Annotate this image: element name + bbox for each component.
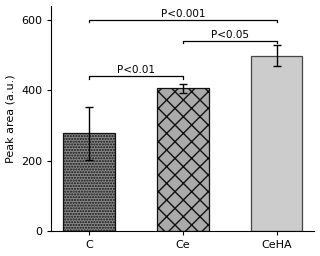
Bar: [63, 133, 115, 231]
Text: P<0.05: P<0.05: [211, 30, 249, 40]
Y-axis label: Peak area (a.u.): Peak area (a.u.): [5, 74, 16, 163]
Bar: [157, 89, 209, 231]
Text: P<0.001: P<0.001: [161, 9, 205, 19]
Text: P<0.01: P<0.01: [117, 66, 155, 76]
Bar: [251, 56, 302, 231]
